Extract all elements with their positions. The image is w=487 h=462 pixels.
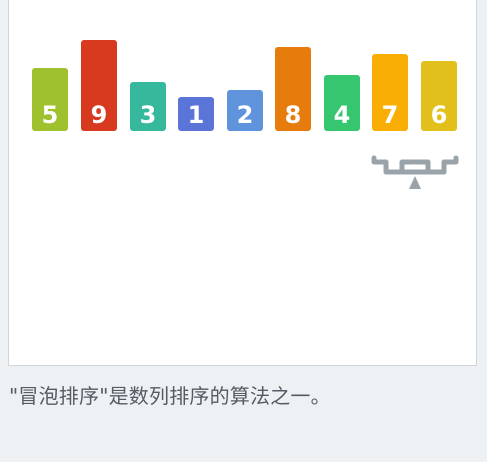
bar-value: 5 [41, 101, 59, 129]
bar-9: 9 [81, 40, 117, 131]
bar-value: 3 [139, 101, 157, 129]
bar-value: 4 [333, 101, 351, 129]
bar-value: 7 [381, 101, 399, 129]
bar-2: 2 [227, 90, 263, 131]
bar-value: 2 [236, 101, 254, 129]
bar-value: 8 [284, 101, 302, 129]
visualization-panel: 5 9 3 1 2 8 4 7 6 [8, 0, 477, 366]
bar-5: 5 [32, 68, 68, 131]
bar-8: 8 [275, 47, 311, 131]
bar-value: 6 [430, 101, 448, 129]
bar-6: 6 [421, 61, 457, 131]
bar-value: 1 [187, 101, 205, 129]
bar-value: 9 [90, 101, 108, 129]
caption-text: "冒泡排序"是数列排序的算法之一。 [9, 384, 331, 408]
bar-7: 7 [372, 54, 408, 131]
bar-3: 3 [130, 82, 166, 131]
bar-4: 4 [324, 75, 360, 131]
balance-scale-icon [371, 155, 459, 189]
bar-1: 1 [178, 97, 214, 131]
